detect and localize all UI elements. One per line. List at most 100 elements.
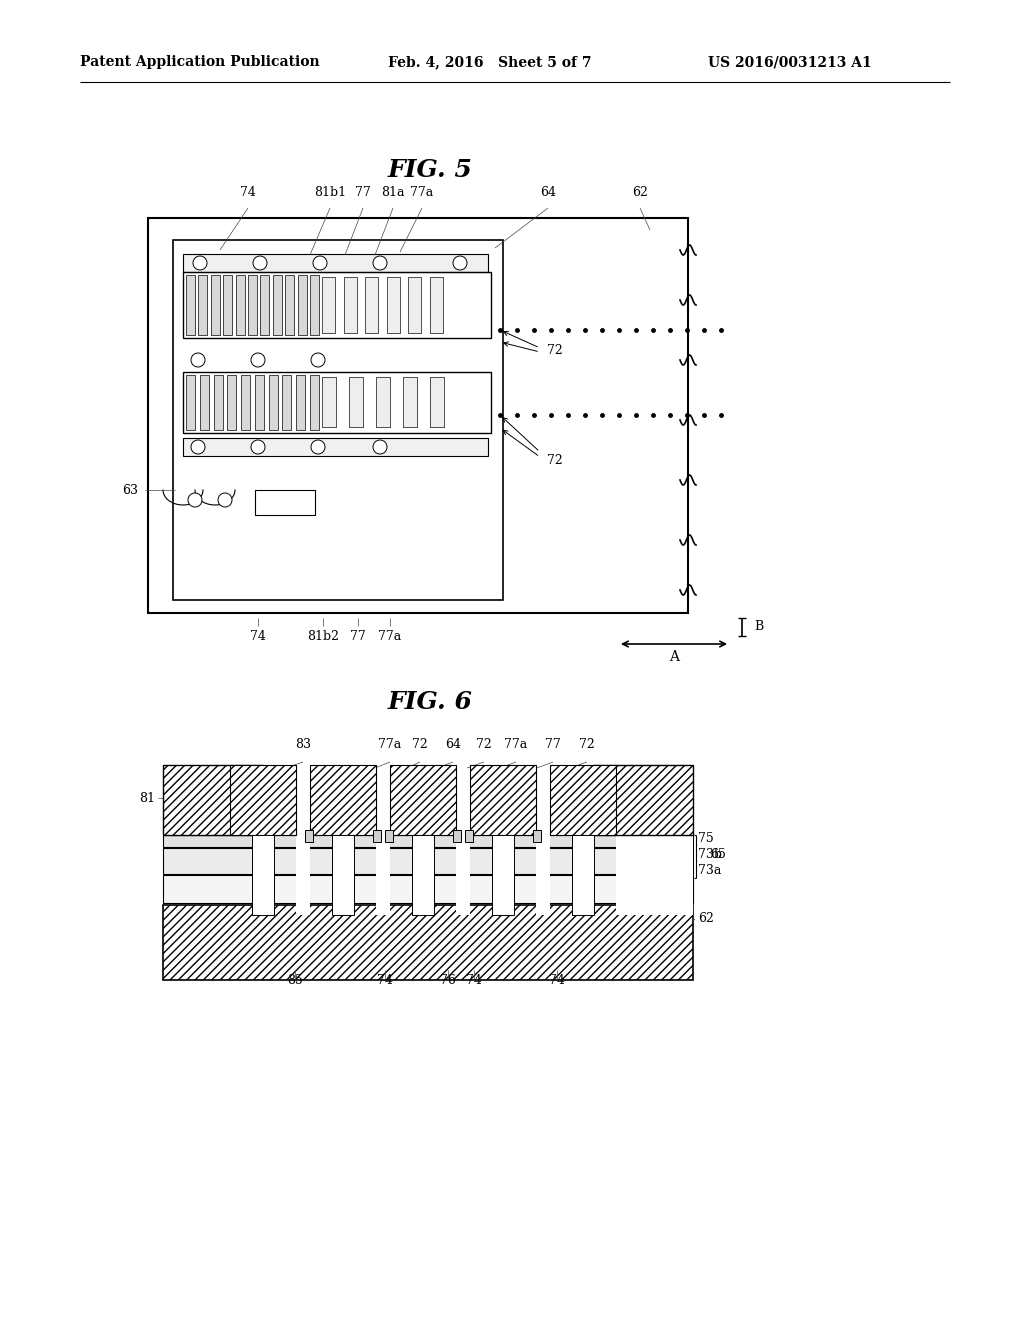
Circle shape bbox=[313, 256, 327, 271]
Bar bbox=[376, 378, 390, 426]
Bar bbox=[236, 275, 245, 335]
Text: 65: 65 bbox=[710, 849, 726, 862]
Bar bbox=[366, 277, 378, 333]
Bar bbox=[322, 277, 335, 333]
Bar bbox=[268, 375, 278, 430]
Bar bbox=[409, 277, 422, 333]
Bar bbox=[616, 836, 693, 915]
Text: B: B bbox=[754, 620, 763, 634]
Bar bbox=[373, 830, 381, 842]
Bar bbox=[376, 836, 390, 915]
Bar bbox=[470, 766, 536, 836]
Circle shape bbox=[311, 352, 325, 367]
Bar bbox=[387, 277, 399, 333]
Text: 85: 85 bbox=[287, 974, 303, 986]
Bar bbox=[332, 836, 354, 915]
Text: 77a: 77a bbox=[379, 630, 401, 643]
Text: Feb. 4, 2016   Sheet 5 of 7: Feb. 4, 2016 Sheet 5 of 7 bbox=[388, 55, 592, 69]
Bar bbox=[344, 277, 356, 333]
Bar bbox=[298, 275, 306, 335]
Circle shape bbox=[193, 256, 207, 271]
Bar bbox=[199, 275, 208, 335]
Bar bbox=[456, 836, 470, 915]
Bar bbox=[163, 836, 693, 847]
Circle shape bbox=[253, 256, 267, 271]
Bar bbox=[310, 275, 319, 335]
Bar bbox=[572, 836, 594, 915]
Bar bbox=[186, 275, 195, 335]
Bar bbox=[255, 375, 264, 430]
Bar bbox=[255, 490, 315, 515]
Bar bbox=[593, 766, 693, 836]
Bar bbox=[430, 277, 443, 333]
Bar bbox=[296, 836, 310, 915]
Circle shape bbox=[188, 492, 202, 507]
Bar bbox=[272, 275, 282, 335]
Text: 72: 72 bbox=[412, 738, 428, 751]
Text: 74: 74 bbox=[466, 974, 482, 986]
Text: 77a: 77a bbox=[379, 738, 401, 751]
Circle shape bbox=[311, 440, 325, 454]
Text: 72: 72 bbox=[580, 738, 595, 751]
Bar bbox=[241, 375, 250, 430]
Text: 64: 64 bbox=[445, 738, 461, 751]
Text: 77: 77 bbox=[350, 630, 366, 643]
Text: 74: 74 bbox=[549, 974, 565, 986]
Bar bbox=[183, 438, 488, 455]
Bar bbox=[148, 218, 688, 612]
Bar bbox=[536, 836, 550, 915]
Bar bbox=[173, 240, 503, 601]
Text: 62: 62 bbox=[698, 912, 714, 924]
Bar bbox=[200, 375, 209, 430]
Bar bbox=[223, 275, 232, 335]
Bar bbox=[465, 830, 473, 842]
Circle shape bbox=[191, 352, 205, 367]
Bar bbox=[211, 275, 220, 335]
Circle shape bbox=[453, 256, 467, 271]
Bar bbox=[430, 378, 444, 426]
Text: 77: 77 bbox=[355, 186, 371, 198]
Bar bbox=[412, 836, 434, 915]
Bar bbox=[453, 830, 461, 842]
Circle shape bbox=[191, 440, 205, 454]
Text: 72: 72 bbox=[476, 738, 492, 751]
Text: 72: 72 bbox=[547, 454, 563, 466]
Text: 73a: 73a bbox=[698, 863, 721, 876]
Text: 81: 81 bbox=[139, 792, 155, 804]
Text: 74: 74 bbox=[250, 630, 266, 643]
Bar bbox=[310, 375, 319, 430]
Bar bbox=[403, 378, 417, 426]
Bar bbox=[252, 836, 274, 915]
Text: 74: 74 bbox=[377, 974, 393, 986]
Bar bbox=[322, 378, 336, 426]
Bar bbox=[349, 378, 362, 426]
Text: 72: 72 bbox=[547, 343, 563, 356]
Bar bbox=[214, 375, 222, 430]
Text: 73b: 73b bbox=[698, 847, 722, 861]
Bar bbox=[163, 875, 693, 903]
Bar bbox=[296, 375, 305, 430]
Text: A: A bbox=[669, 649, 679, 664]
Bar bbox=[163, 766, 263, 836]
Bar bbox=[385, 830, 393, 842]
Text: 81b2: 81b2 bbox=[307, 630, 339, 643]
Bar bbox=[183, 272, 490, 338]
Bar bbox=[305, 830, 313, 842]
Bar bbox=[230, 766, 296, 836]
Bar bbox=[409, 277, 422, 333]
Bar bbox=[387, 277, 399, 333]
Bar bbox=[430, 378, 444, 426]
Bar bbox=[163, 847, 693, 874]
Text: 63: 63 bbox=[122, 483, 138, 496]
Text: 77: 77 bbox=[545, 738, 561, 751]
Text: Patent Application Publication: Patent Application Publication bbox=[80, 55, 319, 69]
Bar bbox=[403, 378, 417, 426]
Text: 74: 74 bbox=[240, 186, 256, 198]
Bar bbox=[283, 375, 292, 430]
Bar bbox=[183, 253, 488, 272]
Text: 83: 83 bbox=[295, 738, 311, 751]
Bar bbox=[260, 275, 269, 335]
Bar bbox=[366, 277, 378, 333]
Text: 77a: 77a bbox=[505, 738, 527, 751]
Text: US 2016/0031213 A1: US 2016/0031213 A1 bbox=[709, 55, 871, 69]
